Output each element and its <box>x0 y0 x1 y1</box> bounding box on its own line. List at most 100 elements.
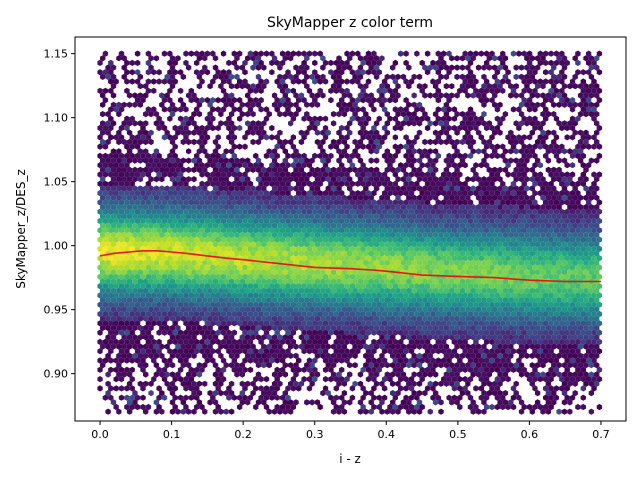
hexbin-cell <box>180 213 186 220</box>
hexbin-cell <box>156 199 162 206</box>
hexbin-cell <box>553 199 560 206</box>
hexbin-cell <box>446 236 452 243</box>
hexbin-cell <box>116 166 122 173</box>
hexbin-cell <box>105 73 111 80</box>
hexbin-cell <box>140 217 146 225</box>
hexbin-cell <box>470 138 476 146</box>
hexbin-cell <box>137 73 143 80</box>
hexbin-cell <box>535 64 541 71</box>
hexbin-cell <box>449 222 455 229</box>
hexbin-cell <box>543 78 549 85</box>
hexbin-cell <box>446 124 452 132</box>
hexbin-cell <box>457 171 463 178</box>
hexbin-cell <box>594 120 600 127</box>
hexbin-cell <box>368 101 374 108</box>
hexbin-cell <box>121 185 127 192</box>
hexbin-cell <box>169 111 176 118</box>
hexbin-cell <box>218 176 224 183</box>
hexbin-cell <box>317 236 323 243</box>
hexbin-cell <box>508 138 514 146</box>
hexbin-cell <box>510 199 517 206</box>
hexbin-cell <box>191 111 197 118</box>
hexbin-cell <box>258 87 264 94</box>
hexbin-cell <box>497 176 503 183</box>
hexbin-cell <box>395 73 401 80</box>
hexbin-cell <box>253 227 259 234</box>
hexbin-cell <box>301 59 307 66</box>
hexbin-cell <box>145 208 152 215</box>
hexbin-cell <box>392 87 398 94</box>
hexbin-cell <box>269 59 275 66</box>
hexbin-cell <box>204 162 211 169</box>
hexbin-cell <box>296 152 302 159</box>
hexbin-cell <box>500 143 506 150</box>
hexbin-cell <box>314 73 321 80</box>
hexbin-cell <box>341 204 347 211</box>
hexbin-cell <box>161 190 168 197</box>
hexbin-cell <box>121 73 127 80</box>
hexbin-cell <box>494 115 501 122</box>
hexbin-cell <box>164 213 170 220</box>
hexbin-cell <box>220 208 227 215</box>
hexbin-cell <box>167 236 173 243</box>
hexbin-cell <box>204 245 211 252</box>
hexbin-cell <box>446 190 452 197</box>
hexbin-cell <box>438 222 444 229</box>
hexbin-cell <box>368 241 374 248</box>
hexbin-cell <box>381 124 388 132</box>
hexbin-cell <box>290 208 296 215</box>
hexbin-cell <box>239 241 245 248</box>
hexbin-cell <box>352 111 358 118</box>
hexbin-cell <box>357 241 364 248</box>
hexbin-cell <box>588 204 594 211</box>
hexbin-cell <box>392 143 398 150</box>
hexbin-cell <box>258 171 264 178</box>
hexbin-cell <box>177 227 184 234</box>
hexbin-cell <box>398 199 404 206</box>
hexbin-cell <box>373 148 380 155</box>
hexbin-cell <box>548 171 554 178</box>
hexbin-cell <box>258 97 264 104</box>
hexbin-cell <box>263 171 270 178</box>
hexbin-cell <box>524 120 530 127</box>
hexbin-cell <box>237 199 243 206</box>
hexbin-cell <box>500 78 506 85</box>
hexbin-cell <box>261 166 267 173</box>
hexbin-cell <box>148 231 154 239</box>
hexbin-cell <box>500 190 506 197</box>
hexbin-cell <box>583 185 589 192</box>
hexbin-cell <box>105 157 111 164</box>
hexbin-cell <box>470 120 476 127</box>
hexbin-cell <box>467 208 474 215</box>
hexbin-cell <box>510 50 517 57</box>
hexbin-cell <box>220 152 227 159</box>
hexbin-cell <box>551 241 557 248</box>
hexbin-cell <box>148 166 154 173</box>
hexbin-cell <box>314 166 321 173</box>
hexbin-cell <box>424 124 431 132</box>
hexbin-cell <box>137 101 143 108</box>
hexbin-cell <box>309 73 315 80</box>
hexbin-cell <box>513 83 519 90</box>
hexbin-cell <box>306 236 313 243</box>
hexbin-cell <box>430 208 436 215</box>
hexbin-cell <box>288 55 294 62</box>
hexbin-cell <box>403 50 409 57</box>
hexbin-cell <box>467 190 474 197</box>
hexbin-cell <box>164 204 170 211</box>
hexbin-cell <box>226 69 232 76</box>
hexbin-cell <box>368 176 374 183</box>
hexbin-cell <box>325 222 331 229</box>
hexbin-cell <box>545 213 552 220</box>
hexbin-cell <box>194 245 200 252</box>
hexbin-cell <box>126 138 133 146</box>
hexbin-cell <box>167 227 173 234</box>
hexbin-cell <box>583 222 589 229</box>
hexbin-cell <box>384 176 390 183</box>
hexbin-cell <box>513 73 519 80</box>
hexbin-cell <box>164 185 170 192</box>
hexbin-cell <box>467 143 474 150</box>
hexbin-cell <box>301 190 307 197</box>
hexbin-cell <box>564 59 570 66</box>
hexbin-cell <box>355 152 361 159</box>
